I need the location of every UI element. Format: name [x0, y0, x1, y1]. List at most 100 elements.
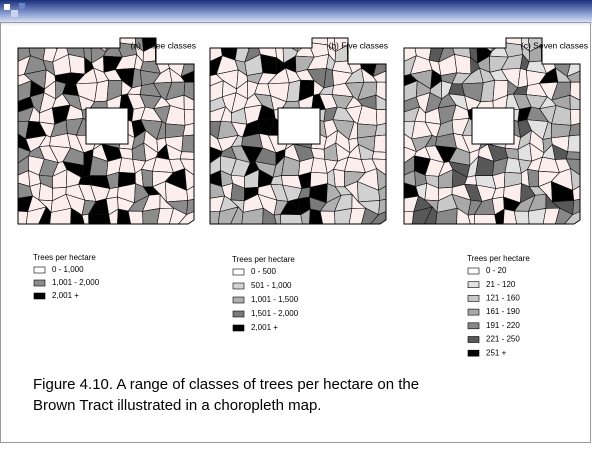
- map-region: [183, 109, 194, 126]
- map-region: [513, 210, 530, 224]
- legend-label: 21 - 120: [486, 280, 516, 289]
- map-region: [38, 206, 52, 224]
- legend-swatch: [232, 310, 245, 318]
- map-region: [374, 122, 386, 137]
- map-region: [260, 54, 278, 75]
- legend-label: 0 - 20: [486, 266, 507, 275]
- map-region: [563, 210, 580, 224]
- map-region: [127, 210, 144, 224]
- map-region: [68, 54, 86, 75]
- map-boundary: [209, 37, 387, 225]
- map-title: (b) Five classes: [328, 40, 388, 50]
- legend-swatch: [33, 292, 46, 300]
- legend-label: 1,001 - 2,000: [52, 278, 100, 287]
- deco-square: [4, 4, 10, 10]
- map-region: [369, 210, 386, 224]
- map-region: [319, 210, 336, 224]
- map-region: [230, 206, 244, 224]
- legend-swatch: [33, 266, 46, 274]
- map-region: [375, 109, 386, 126]
- map-region: [372, 69, 386, 83]
- legend-swatch: [467, 336, 480, 343]
- map-region: [217, 206, 239, 224]
- map-hole: [277, 107, 321, 145]
- legend-label: 0 - 1,000: [52, 265, 84, 274]
- legend-swatch: [33, 279, 46, 287]
- map-region: [181, 134, 194, 153]
- map-region: [25, 206, 47, 224]
- map-region: [280, 214, 303, 224]
- map-region: [566, 69, 580, 83]
- map-region: [527, 168, 539, 188]
- legend-swatch: [232, 324, 245, 332]
- map-region: [334, 208, 353, 224]
- legend-label: 2,001 +: [251, 323, 278, 332]
- legend-title: Trees per hectare: [467, 254, 530, 263]
- legend-swatch: [467, 267, 480, 275]
- legend-title: Trees per hectare: [33, 253, 96, 262]
- map-region: [565, 158, 580, 178]
- legend-swatch: [467, 295, 480, 302]
- map-region: [156, 207, 174, 224]
- map-region: [179, 151, 194, 160]
- map-region: [300, 208, 311, 224]
- map-region: [570, 168, 580, 191]
- map-region: [262, 207, 277, 224]
- legend-label: 221 - 250: [486, 335, 520, 344]
- legend-label: 251 +: [486, 348, 507, 357]
- map-region: [179, 158, 194, 178]
- map-region: [373, 134, 386, 153]
- map-region: [361, 207, 380, 224]
- legend-label: 1,001 - 1,500: [251, 295, 299, 304]
- legend-label: 2,001 +: [52, 291, 79, 300]
- deco-square: [11, 10, 18, 17]
- map-region: [454, 54, 472, 75]
- map-region: [348, 207, 366, 224]
- header-bar: [0, 0, 592, 26]
- legend-swatch: [232, 296, 245, 304]
- map-region: [70, 207, 85, 224]
- map-region: [569, 109, 580, 126]
- legend-title: Trees per hectare: [232, 255, 295, 264]
- map-region: [371, 158, 386, 178]
- legend-swatch: [467, 322, 480, 330]
- map-region: [376, 168, 386, 191]
- map-region: [424, 206, 438, 224]
- map-boundary: [17, 37, 195, 225]
- legend-label: 121 - 160: [486, 294, 520, 303]
- map: [210, 38, 386, 224]
- map-region: [117, 208, 132, 224]
- map-boundary: [403, 37, 581, 225]
- map-region: [411, 206, 433, 224]
- map-region: [169, 207, 188, 224]
- legend-label: 0 - 500: [251, 267, 276, 276]
- map-region: [503, 208, 518, 224]
- map-region: [18, 210, 29, 224]
- legend-swatch: [467, 281, 480, 289]
- map-region: [528, 208, 547, 224]
- map-region: [375, 94, 386, 110]
- map-region: [210, 210, 221, 224]
- legend-swatch: [467, 349, 480, 357]
- deco-square: [19, 3, 25, 9]
- map-region: [555, 207, 574, 224]
- map-region: [81, 213, 90, 224]
- caption: Figure 4.10. A range of classes of trees…: [33, 376, 419, 393]
- map-region: [567, 134, 580, 153]
- legend-swatch: [232, 282, 245, 290]
- map-region: [371, 151, 386, 160]
- map-region: [184, 168, 194, 191]
- legend-swatch: [467, 308, 480, 316]
- legend-swatch: [232, 268, 245, 276]
- slide-frame: [0, 22, 591, 443]
- map-region: [542, 207, 560, 224]
- map-title: (c) Seven classes: [521, 40, 588, 50]
- map-title: (a) Three classes: [130, 40, 196, 50]
- map-region: [273, 213, 282, 224]
- map-region: [494, 208, 505, 224]
- map-region: [333, 168, 345, 188]
- map-region: [241, 207, 264, 224]
- map-region: [183, 94, 194, 110]
- caption: Brown Tract illustrated in a choropleth …: [33, 397, 321, 414]
